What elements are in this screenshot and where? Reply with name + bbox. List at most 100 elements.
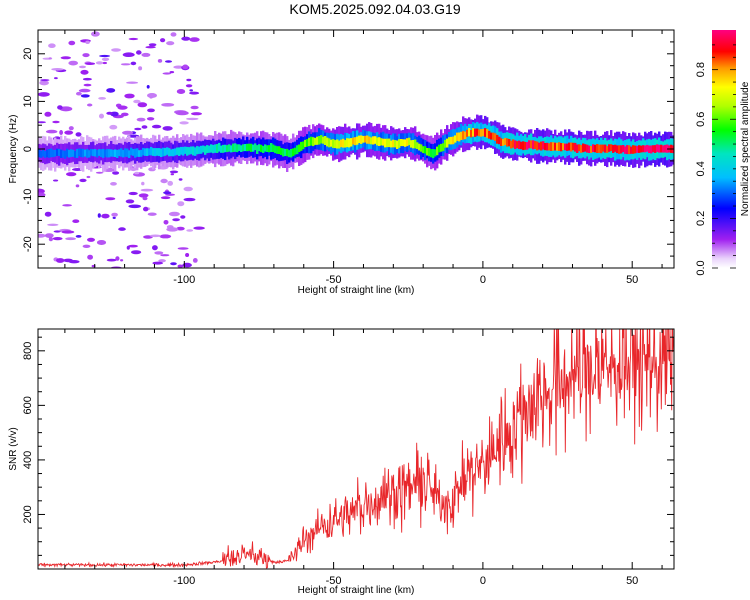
- colorbar-tick-label: 0.8: [695, 62, 707, 77]
- ridge-cell: [68, 149, 71, 158]
- noise-blob: [183, 186, 193, 192]
- ridge-cell: [540, 141, 543, 151]
- noise-blob: [160, 196, 171, 200]
- noise-blob: [48, 237, 54, 242]
- ridge-cell: [238, 144, 241, 151]
- ridge-cell: [430, 149, 433, 158]
- ridge-cell: [358, 135, 361, 144]
- noise-blob: [177, 247, 189, 250]
- ridge-cell: [62, 150, 65, 158]
- noise-blob: [158, 259, 166, 263]
- ridge-cell: [618, 145, 621, 154]
- ridge-cell: [436, 146, 439, 156]
- noise-blob: [186, 229, 194, 232]
- ridge-cell: [322, 136, 325, 144]
- y-tick-label: 400: [22, 451, 34, 469]
- ridge-cell: [232, 143, 235, 152]
- ridge-cell: [306, 139, 309, 147]
- ridge-cell: [650, 145, 653, 154]
- ridge-cell: [300, 141, 303, 151]
- ridge-cell: [504, 137, 507, 145]
- ridge-cell: [170, 149, 173, 157]
- x-tick-label: -100: [173, 274, 195, 286]
- spectrogram-x-axis: -100 -50 0 50: [64, 30, 663, 286]
- noise-blob: [72, 219, 80, 223]
- noise-blob: [45, 129, 58, 134]
- noise-blob: [87, 237, 95, 242]
- noise-blob: [82, 77, 92, 81]
- snr-panel: -100 -50 0 50 200 400 600 800 Height of straig…: [8, 328, 675, 596]
- ridge-cell: [150, 146, 153, 156]
- noise-blob: [177, 264, 184, 268]
- noise-blob: [61, 230, 75, 234]
- noise-blob: [191, 112, 202, 116]
- ridge-cell: [152, 148, 155, 156]
- noise-blob: [169, 170, 179, 174]
- noise-blob: [160, 254, 170, 257]
- ridge-cell: [270, 143, 273, 152]
- ridge-cell: [296, 145, 299, 155]
- ridge-cell: [488, 130, 491, 139]
- ridge-cell: [122, 149, 125, 158]
- ridge-cell: [50, 148, 53, 158]
- ridge-cell: [256, 145, 259, 154]
- noise-blob: [185, 84, 193, 88]
- ridge-cell: [168, 148, 171, 157]
- ridge-cell: [116, 149, 119, 158]
- noise-blob: [189, 37, 200, 42]
- noise-blob: [189, 91, 200, 95]
- noise-blob: [76, 91, 82, 96]
- ridge-cell: [378, 137, 381, 146]
- spectrogram-x-label: Height of straight line (km): [298, 285, 415, 296]
- ridge-cell: [154, 148, 157, 157]
- ridge-cell: [446, 138, 449, 148]
- noise-blob: [152, 245, 158, 251]
- ridge-cell: [366, 135, 369, 144]
- noise-blob: [182, 64, 189, 70]
- ridge-cell: [88, 150, 91, 158]
- ridge-cell: [244, 144, 247, 152]
- ridge-cell: [362, 136, 365, 143]
- ridge-cell: [516, 141, 519, 149]
- ridge-cell: [390, 140, 393, 148]
- ridge-cell: [554, 142, 557, 151]
- snr-y-label: SNR (v/v): [8, 427, 19, 470]
- ridge-cell: [620, 145, 623, 154]
- ridge-cell: [288, 150, 291, 158]
- ridge-cell: [140, 149, 143, 157]
- ridge-cell: [52, 149, 55, 158]
- ridge-cell: [636, 145, 639, 153]
- ridge-cell: [206, 145, 209, 154]
- ridge-cell: [230, 145, 233, 153]
- noise-blob: [80, 69, 89, 75]
- ridge-cell: [552, 142, 555, 151]
- noise-blob: [66, 172, 77, 177]
- noise-blob: [87, 103, 93, 107]
- noise-blob: [106, 258, 117, 262]
- ridge-cell: [502, 139, 505, 146]
- noise-blob: [160, 38, 166, 43]
- ridge-cell: [292, 148, 295, 157]
- noise-blob: [141, 181, 145, 186]
- ridge-cell: [432, 149, 435, 159]
- ridge-cell: [386, 138, 389, 148]
- noise-blob: [38, 192, 46, 197]
- ridge-cell: [290, 149, 293, 158]
- ridge-cell: [566, 143, 569, 151]
- noise-blob: [141, 125, 148, 129]
- ridge-cell: [124, 148, 127, 157]
- ridge-cell: [204, 146, 207, 155]
- y-tick-label: -10: [22, 189, 34, 205]
- ridge-cell: [118, 149, 121, 157]
- ridge-cell: [590, 146, 593, 153]
- ridge-cell: [142, 147, 145, 156]
- y-tick-label: 200: [22, 505, 34, 523]
- ridge-cell: [608, 144, 611, 152]
- ridge-cell: [58, 148, 61, 156]
- ridge-cell: [128, 150, 131, 158]
- ridge-cell: [340, 139, 343, 148]
- ridge-cell: [84, 149, 87, 157]
- ridge-cell: [506, 138, 509, 147]
- noise-blob: [101, 213, 110, 219]
- noise-blob: [136, 117, 146, 122]
